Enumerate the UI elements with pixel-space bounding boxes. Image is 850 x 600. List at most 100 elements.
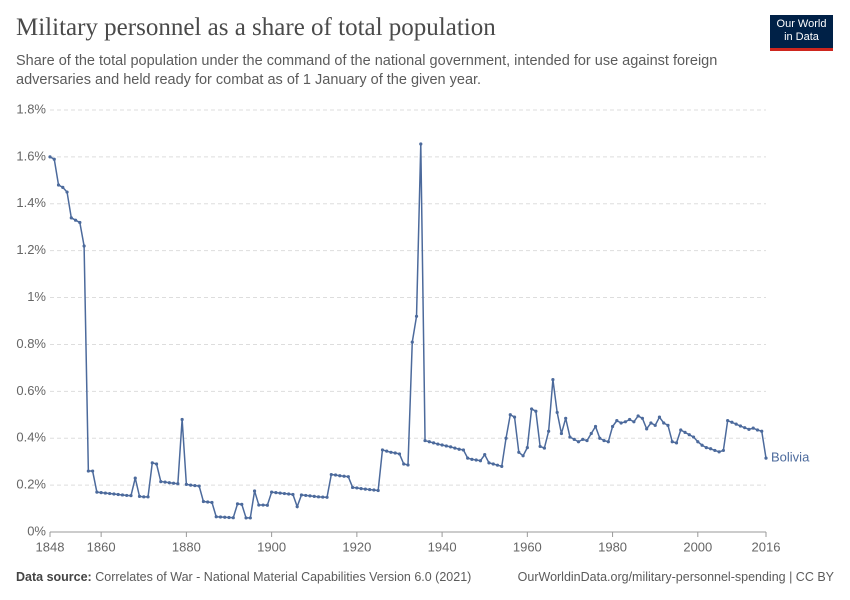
- data-point: [189, 483, 193, 487]
- data-point: [308, 494, 312, 498]
- logo-line: in Data: [784, 31, 819, 43]
- series-line: [49, 143, 767, 519]
- data-point: [99, 491, 103, 495]
- data-point: [116, 492, 120, 497]
- data-point: [674, 441, 679, 445]
- data-point: [218, 515, 223, 519]
- data-point: [457, 447, 461, 451]
- data-point: [363, 487, 367, 491]
- data-point: [150, 461, 154, 465]
- x-tick-label: 1960: [513, 539, 542, 554]
- data-point: [636, 414, 640, 418]
- data-point: [747, 427, 751, 431]
- source: Correlates of War - National Material Ca…: [95, 570, 472, 584]
- data-point: [466, 456, 470, 460]
- data-point: [274, 491, 278, 495]
- data-point: [159, 479, 163, 484]
- data-point: [696, 440, 700, 444]
- data-point: [82, 244, 86, 248]
- data-point: [197, 484, 201, 488]
- data-point: [534, 409, 538, 413]
- data-point: [449, 445, 453, 449]
- data-point: [227, 515, 231, 520]
- data-point: [235, 502, 240, 506]
- data-point: [210, 500, 214, 505]
- data-point: [342, 474, 346, 478]
- data-point: [393, 451, 397, 455]
- data-point: [103, 491, 108, 495]
- data-point: [704, 446, 708, 450]
- data-point: [568, 435, 572, 439]
- data-point: [282, 491, 287, 496]
- data-point: [581, 437, 585, 441]
- data-point: [687, 433, 691, 437]
- data-point: [376, 488, 380, 493]
- data-point: [321, 495, 325, 499]
- data-point: [683, 430, 687, 434]
- data-point: [760, 429, 764, 433]
- data-point: [593, 424, 598, 429]
- data-point: [495, 463, 500, 467]
- data-point: [91, 469, 95, 473]
- data-point: [666, 423, 670, 427]
- x-tick-label: 1880: [172, 539, 201, 554]
- data-point: [316, 495, 321, 499]
- data-point: [69, 216, 73, 220]
- data-point: [640, 416, 645, 420]
- data-point: [751, 426, 755, 430]
- data-point: [129, 494, 133, 498]
- y-tick-label: 0.6%: [16, 383, 46, 398]
- x-tick-label: 1900: [257, 539, 286, 554]
- data-point: [521, 454, 525, 458]
- data-point: [606, 440, 610, 444]
- y-tick-label: 0%: [27, 523, 46, 538]
- data-point: [474, 458, 478, 462]
- data-point: [547, 429, 551, 433]
- logo[interactable]: Our World in Data: [770, 15, 833, 51]
- x-tick-label: 1980: [598, 539, 627, 554]
- data-point: [193, 483, 197, 488]
- data-point: [137, 494, 142, 498]
- data-point: [559, 431, 564, 436]
- data-point: [649, 421, 653, 425]
- chart: 0% 0.2% 0.4% 0.6% 0.8% 1% 1.2% 1.4% 1.6% 1.8% 1848…: [16, 101, 810, 554]
- data-point: [572, 437, 576, 441]
- data-point: [180, 417, 184, 422]
- data-point: [265, 503, 269, 507]
- data-point: [73, 218, 78, 222]
- data-point: [61, 185, 65, 189]
- data-point: [615, 419, 619, 423]
- x-tick-label: 2016: [752, 539, 781, 554]
- x-tick-label: 1940: [428, 539, 457, 554]
- data-point: [108, 491, 112, 496]
- chart-subtitle: Share of the total population under the …: [16, 53, 718, 88]
- data-point: [585, 438, 589, 443]
- data-point: [610, 424, 615, 429]
- data-point: [389, 450, 393, 454]
- data-point: [491, 462, 495, 466]
- data-point: [628, 417, 632, 422]
- data-point: [278, 491, 282, 495]
- data-point: [755, 428, 760, 432]
- data-point: [440, 443, 444, 447]
- data-point: [478, 459, 483, 463]
- data-point: [201, 499, 206, 504]
- data-point: [470, 457, 474, 461]
- chart-title: Military personnel as a share of total p…: [16, 14, 496, 41]
- source-label: Data source:: [16, 570, 92, 584]
- data-point: [380, 448, 385, 452]
- data-point: [86, 469, 90, 473]
- data-point: [52, 157, 56, 161]
- data-point: [78, 220, 82, 225]
- data-point: [231, 516, 235, 520]
- url[interactable]: OurWorldinData.org/military-personnel-sp…: [517, 570, 834, 584]
- data-point: [133, 476, 137, 480]
- data-point: [120, 493, 125, 497]
- data-point: [261, 503, 265, 507]
- data-point: [125, 493, 129, 498]
- data-point: [112, 492, 116, 496]
- data-point: [576, 440, 581, 444]
- data-point: [512, 415, 517, 419]
- data-point: [287, 492, 291, 496]
- data-point: [721, 448, 725, 453]
